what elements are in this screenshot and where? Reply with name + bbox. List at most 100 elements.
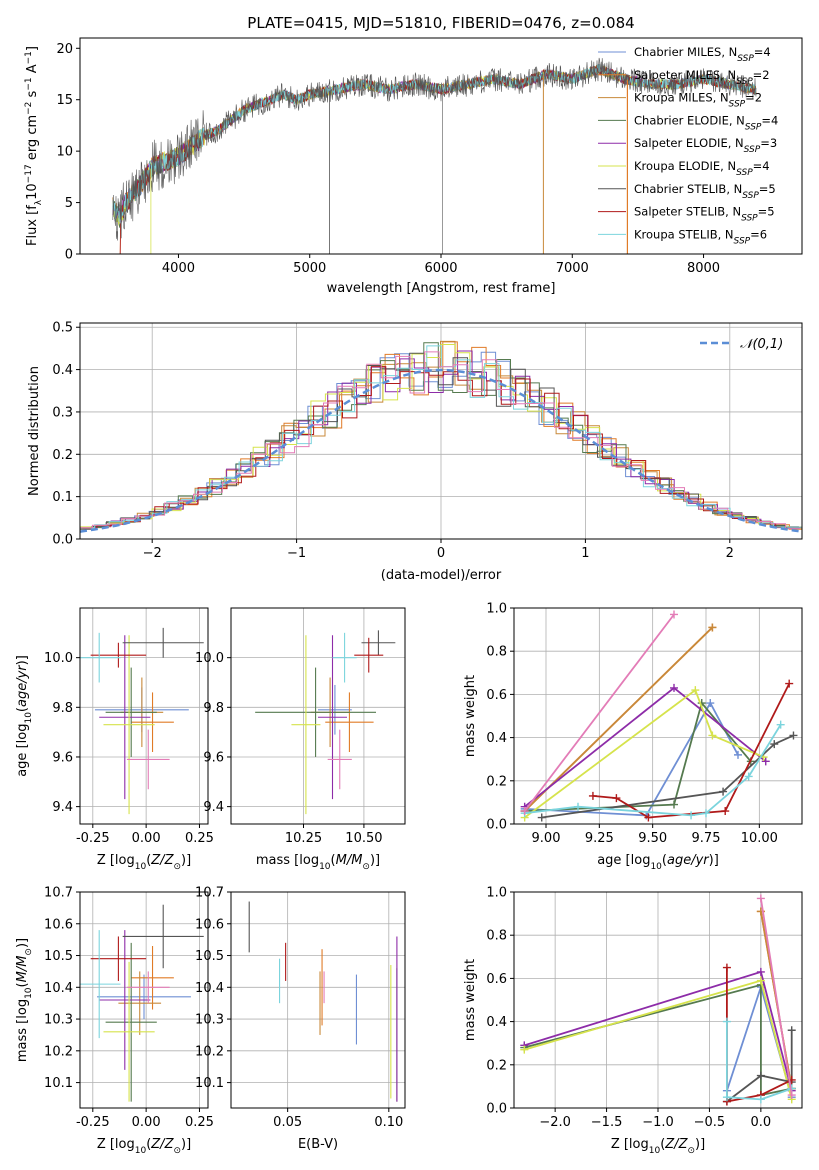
series-marker — [520, 1045, 529, 1054]
plot-area — [248, 901, 398, 1102]
y-tick-label: 10.2 — [44, 1044, 73, 1059]
x-tick-label: −0.5 — [694, 1115, 726, 1130]
y-tick-label: 10.5 — [195, 949, 224, 964]
series-marker — [722, 1093, 731, 1102]
errorbar-point — [318, 635, 347, 800]
errorbar-point — [99, 930, 151, 1070]
legend-label: Chabrier ELODIE, NSSP=4 — [634, 113, 778, 132]
legend-entry: Salpeter MILES, NSSP=2 — [598, 68, 770, 87]
y-tick-label: 0.2 — [52, 448, 73, 463]
histogram-step-line — [81, 341, 802, 530]
plot-area — [80, 904, 204, 1102]
y-tick-label: 10.1 — [195, 1076, 224, 1091]
mass-weight-series — [756, 894, 796, 1100]
x-tick-label: 5000 — [293, 261, 326, 276]
x-tick-label: 0.05 — [273, 1115, 302, 1130]
y-axis-label: mass [log10(M/M⊙)] — [15, 938, 34, 1062]
series-marker — [756, 1095, 765, 1104]
mass-weight-series — [537, 731, 798, 822]
series-marker — [520, 807, 529, 816]
y-tick-label: 1.0 — [486, 886, 507, 901]
y-tick-label: 9.8 — [203, 701, 224, 716]
errorbar-point — [131, 692, 174, 752]
axes-frame — [230, 891, 406, 1109]
errorbar-point — [90, 642, 147, 668]
series-marker — [670, 800, 678, 809]
y-tick-label: 0.8 — [486, 929, 507, 944]
series-marker — [721, 807, 730, 816]
errorbar-point — [126, 971, 170, 1004]
y-tick-label: 0.5 — [52, 321, 73, 336]
legend-label: Salpeter ELODIE, NSSP=3 — [634, 136, 777, 155]
axes-frame — [513, 607, 803, 825]
y-tick-label: 10.1 — [44, 1076, 73, 1091]
series-line — [523, 613, 675, 812]
legend-label: 𝒩(0,1) — [740, 337, 783, 352]
series-marker — [687, 811, 696, 820]
series-marker — [708, 731, 717, 740]
x-axis-label: (data-model)/error — [381, 568, 502, 583]
y-tick-label: 10.2 — [195, 1044, 224, 1059]
errorbar-point — [325, 692, 374, 752]
x-tick-label: −2 — [143, 546, 162, 561]
errorbar-point — [97, 974, 191, 1020]
series-marker — [785, 679, 794, 688]
y-tick-label: 0.3 — [52, 405, 73, 420]
series-marker — [708, 623, 717, 632]
plot-area — [80, 340, 802, 533]
mass_weight_vs_age-panel: 9.00 9.25 9.50 9.75 10.00 0.0 0.2 0.4 0.6 0.8 1.0 a… — [463, 602, 803, 872]
errorbar-point — [327, 729, 352, 790]
errorbar-point — [122, 627, 204, 658]
x-tick-label: 0.10 — [374, 1115, 403, 1130]
x-tick-label: −2.0 — [539, 1115, 571, 1130]
mass-weight-series — [520, 686, 768, 822]
y-tick-label: 0.4 — [486, 1015, 507, 1030]
y-tick-label: 0.0 — [486, 818, 507, 833]
legend-label: Salpeter STELIB, NSSP=5 — [634, 205, 775, 224]
series-marker — [588, 791, 597, 800]
plot-area — [80, 627, 204, 815]
y-tick-label: 10.7 — [44, 886, 73, 901]
errorbar-point — [122, 904, 204, 969]
x-tick-label: −1 — [287, 546, 306, 561]
mass-weight-series — [588, 679, 794, 822]
x-tick-label: -0.25 — [76, 831, 110, 846]
legend-entry: 𝒩(0,1) — [700, 337, 783, 352]
series-marker — [756, 967, 765, 976]
y-tick-label: 9.4 — [203, 800, 224, 815]
errorbar-point — [99, 635, 151, 800]
series-marker — [744, 772, 753, 781]
x-tick-label: 1 — [581, 546, 589, 561]
series-marker — [756, 894, 765, 903]
x-tick-label: 4000 — [162, 261, 195, 276]
legend-label: Kroupa ELODIE, NSSP=4 — [634, 159, 770, 178]
errorbar-point — [126, 729, 170, 790]
y-tick-label: 0.4 — [486, 731, 507, 746]
plot-area — [255, 630, 396, 815]
series-marker — [670, 683, 678, 692]
errorbar-point — [255, 667, 376, 757]
legend-label: Chabrier MILES, NSSP=4 — [634, 45, 771, 64]
x-tick-label: −1.0 — [642, 1115, 674, 1130]
errorbar-point — [103, 961, 155, 1102]
series-marker — [722, 963, 731, 972]
legend-entry: Kroupa ELODIE, NSSP=4 — [598, 159, 770, 178]
y-tick-label: 0.6 — [486, 972, 507, 987]
legend-label: Salpeter MILES, NSSP=2 — [634, 68, 770, 87]
y-tick-label: 10 — [56, 145, 73, 160]
y-tick-label: 0.0 — [486, 1102, 507, 1117]
series-marker — [670, 610, 678, 619]
errorbar-point — [354, 637, 384, 673]
series-marker — [706, 699, 715, 708]
legend-entry: Kroupa STELIB, NSSP=6 — [598, 227, 767, 246]
errorbar-point — [118, 971, 162, 1035]
x-tick-label: 9.25 — [585, 831, 614, 846]
histogram-step-line — [82, 366, 802, 529]
series-marker — [574, 802, 582, 811]
errorbar-point — [105, 667, 157, 757]
y-tick-label: 10.4 — [195, 981, 224, 996]
series-marker — [702, 809, 710, 818]
y-tick-label: 10.4 — [44, 981, 73, 996]
x-tick-label: 0.00 — [132, 831, 161, 846]
